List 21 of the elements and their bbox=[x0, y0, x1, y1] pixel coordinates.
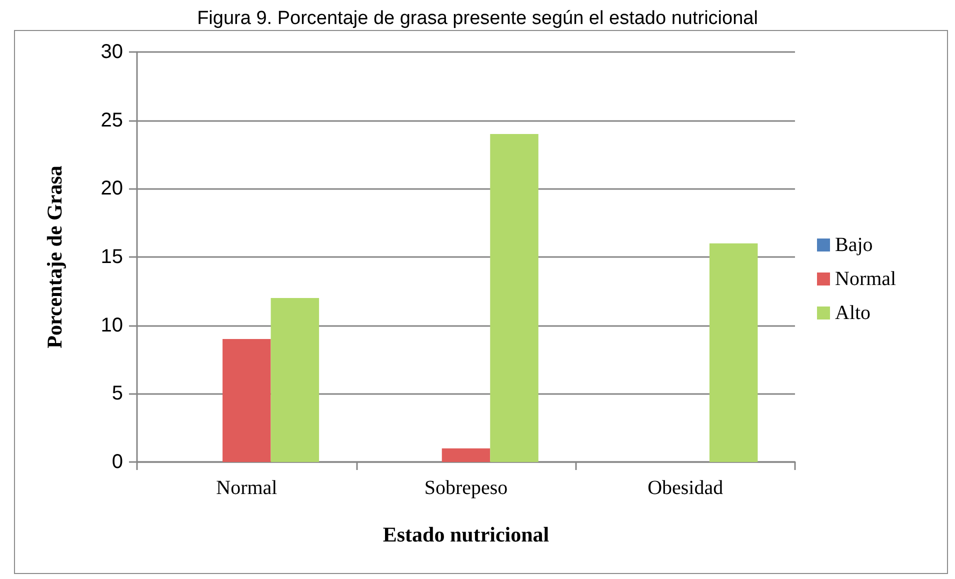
y-tick-label: 15 bbox=[100, 246, 123, 268]
y-tick-label: 30 bbox=[100, 41, 123, 63]
legend-label: Alto bbox=[835, 302, 871, 324]
y-tick-label: 20 bbox=[100, 178, 123, 200]
bar bbox=[490, 134, 538, 462]
legend-label: Bajo bbox=[835, 234, 873, 256]
x-tick-label: Normal bbox=[216, 477, 278, 499]
y-axis-title: Porcentaje de Grasa bbox=[42, 165, 66, 348]
y-tick-label: 5 bbox=[112, 382, 123, 405]
x-tick-label: Obesidad bbox=[648, 477, 724, 499]
chart-title: Figura 9. Porcentaje de grasa presente según el estado nutricional bbox=[197, 8, 758, 29]
x-tick-label: Sobrepeso bbox=[424, 477, 508, 499]
y-tick-label: 25 bbox=[100, 109, 123, 132]
x-axis-title: Estado nutricional bbox=[382, 522, 550, 546]
bar bbox=[442, 448, 490, 462]
bar bbox=[709, 243, 758, 462]
legend-label: Normal bbox=[835, 268, 897, 290]
y-tick-label: 0 bbox=[112, 451, 123, 473]
bar bbox=[270, 298, 320, 462]
y-tick-label: 10 bbox=[100, 314, 123, 336]
bar bbox=[222, 339, 271, 462]
